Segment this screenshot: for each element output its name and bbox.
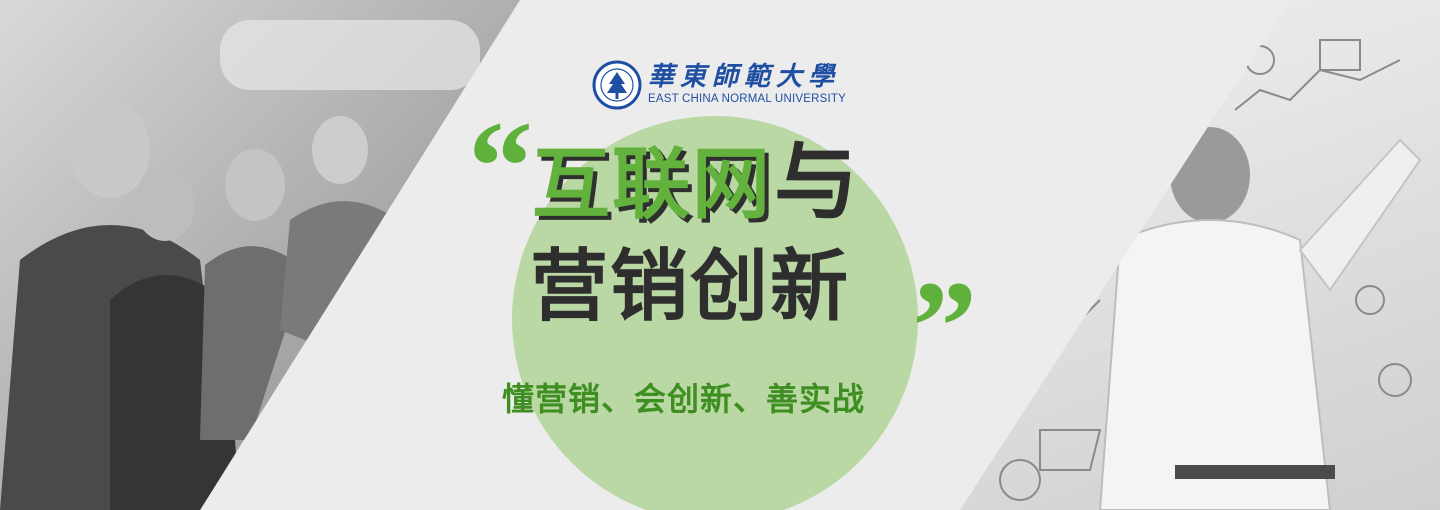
tagline: 懂营销、会创新、善实战 [502,380,866,418]
close-quote-mark: ” [912,255,977,399]
green-circle-backdrop [512,116,918,510]
university-seal-icon [592,60,642,110]
headline-marketing-innovation: 营销创新 [530,242,851,332]
headline-internet: 互联网 [532,140,773,230]
headline-line1: 互联网 与 [532,140,858,224]
headline-and: 与 [774,133,859,231]
open-quote-mark: “ [468,95,533,239]
university-name-cn: 華東師範大學 [648,62,841,93]
university-logo: 華東師範大學 EAST CHINA NORMAL UNIVERSITY [592,60,846,110]
university-name-en: EAST CHINA NORMAL UNIVERSITY [648,93,846,106]
